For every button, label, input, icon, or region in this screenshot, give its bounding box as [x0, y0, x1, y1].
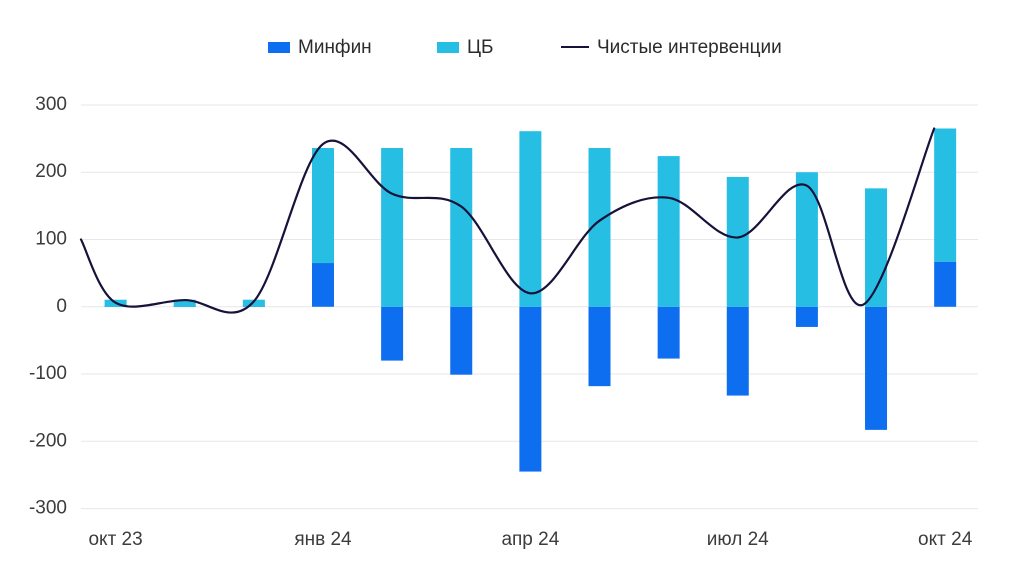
svg-text:-300: -300 [29, 498, 67, 519]
svg-text:200: 200 [35, 161, 67, 182]
svg-text:янв 24: янв 24 [294, 529, 352, 550]
svg-text:300: 300 [35, 94, 67, 115]
svg-text:окт 23: окт 23 [88, 529, 142, 550]
svg-text:-100: -100 [29, 363, 67, 384]
svg-text:100: 100 [35, 229, 67, 250]
svg-text:-200: -200 [29, 430, 67, 451]
svg-text:июл 24: июл 24 [707, 529, 769, 550]
svg-text:окт 24: окт 24 [918, 529, 973, 550]
svg-text:0: 0 [56, 296, 67, 317]
svg-text:апр 24: апр 24 [501, 529, 559, 550]
